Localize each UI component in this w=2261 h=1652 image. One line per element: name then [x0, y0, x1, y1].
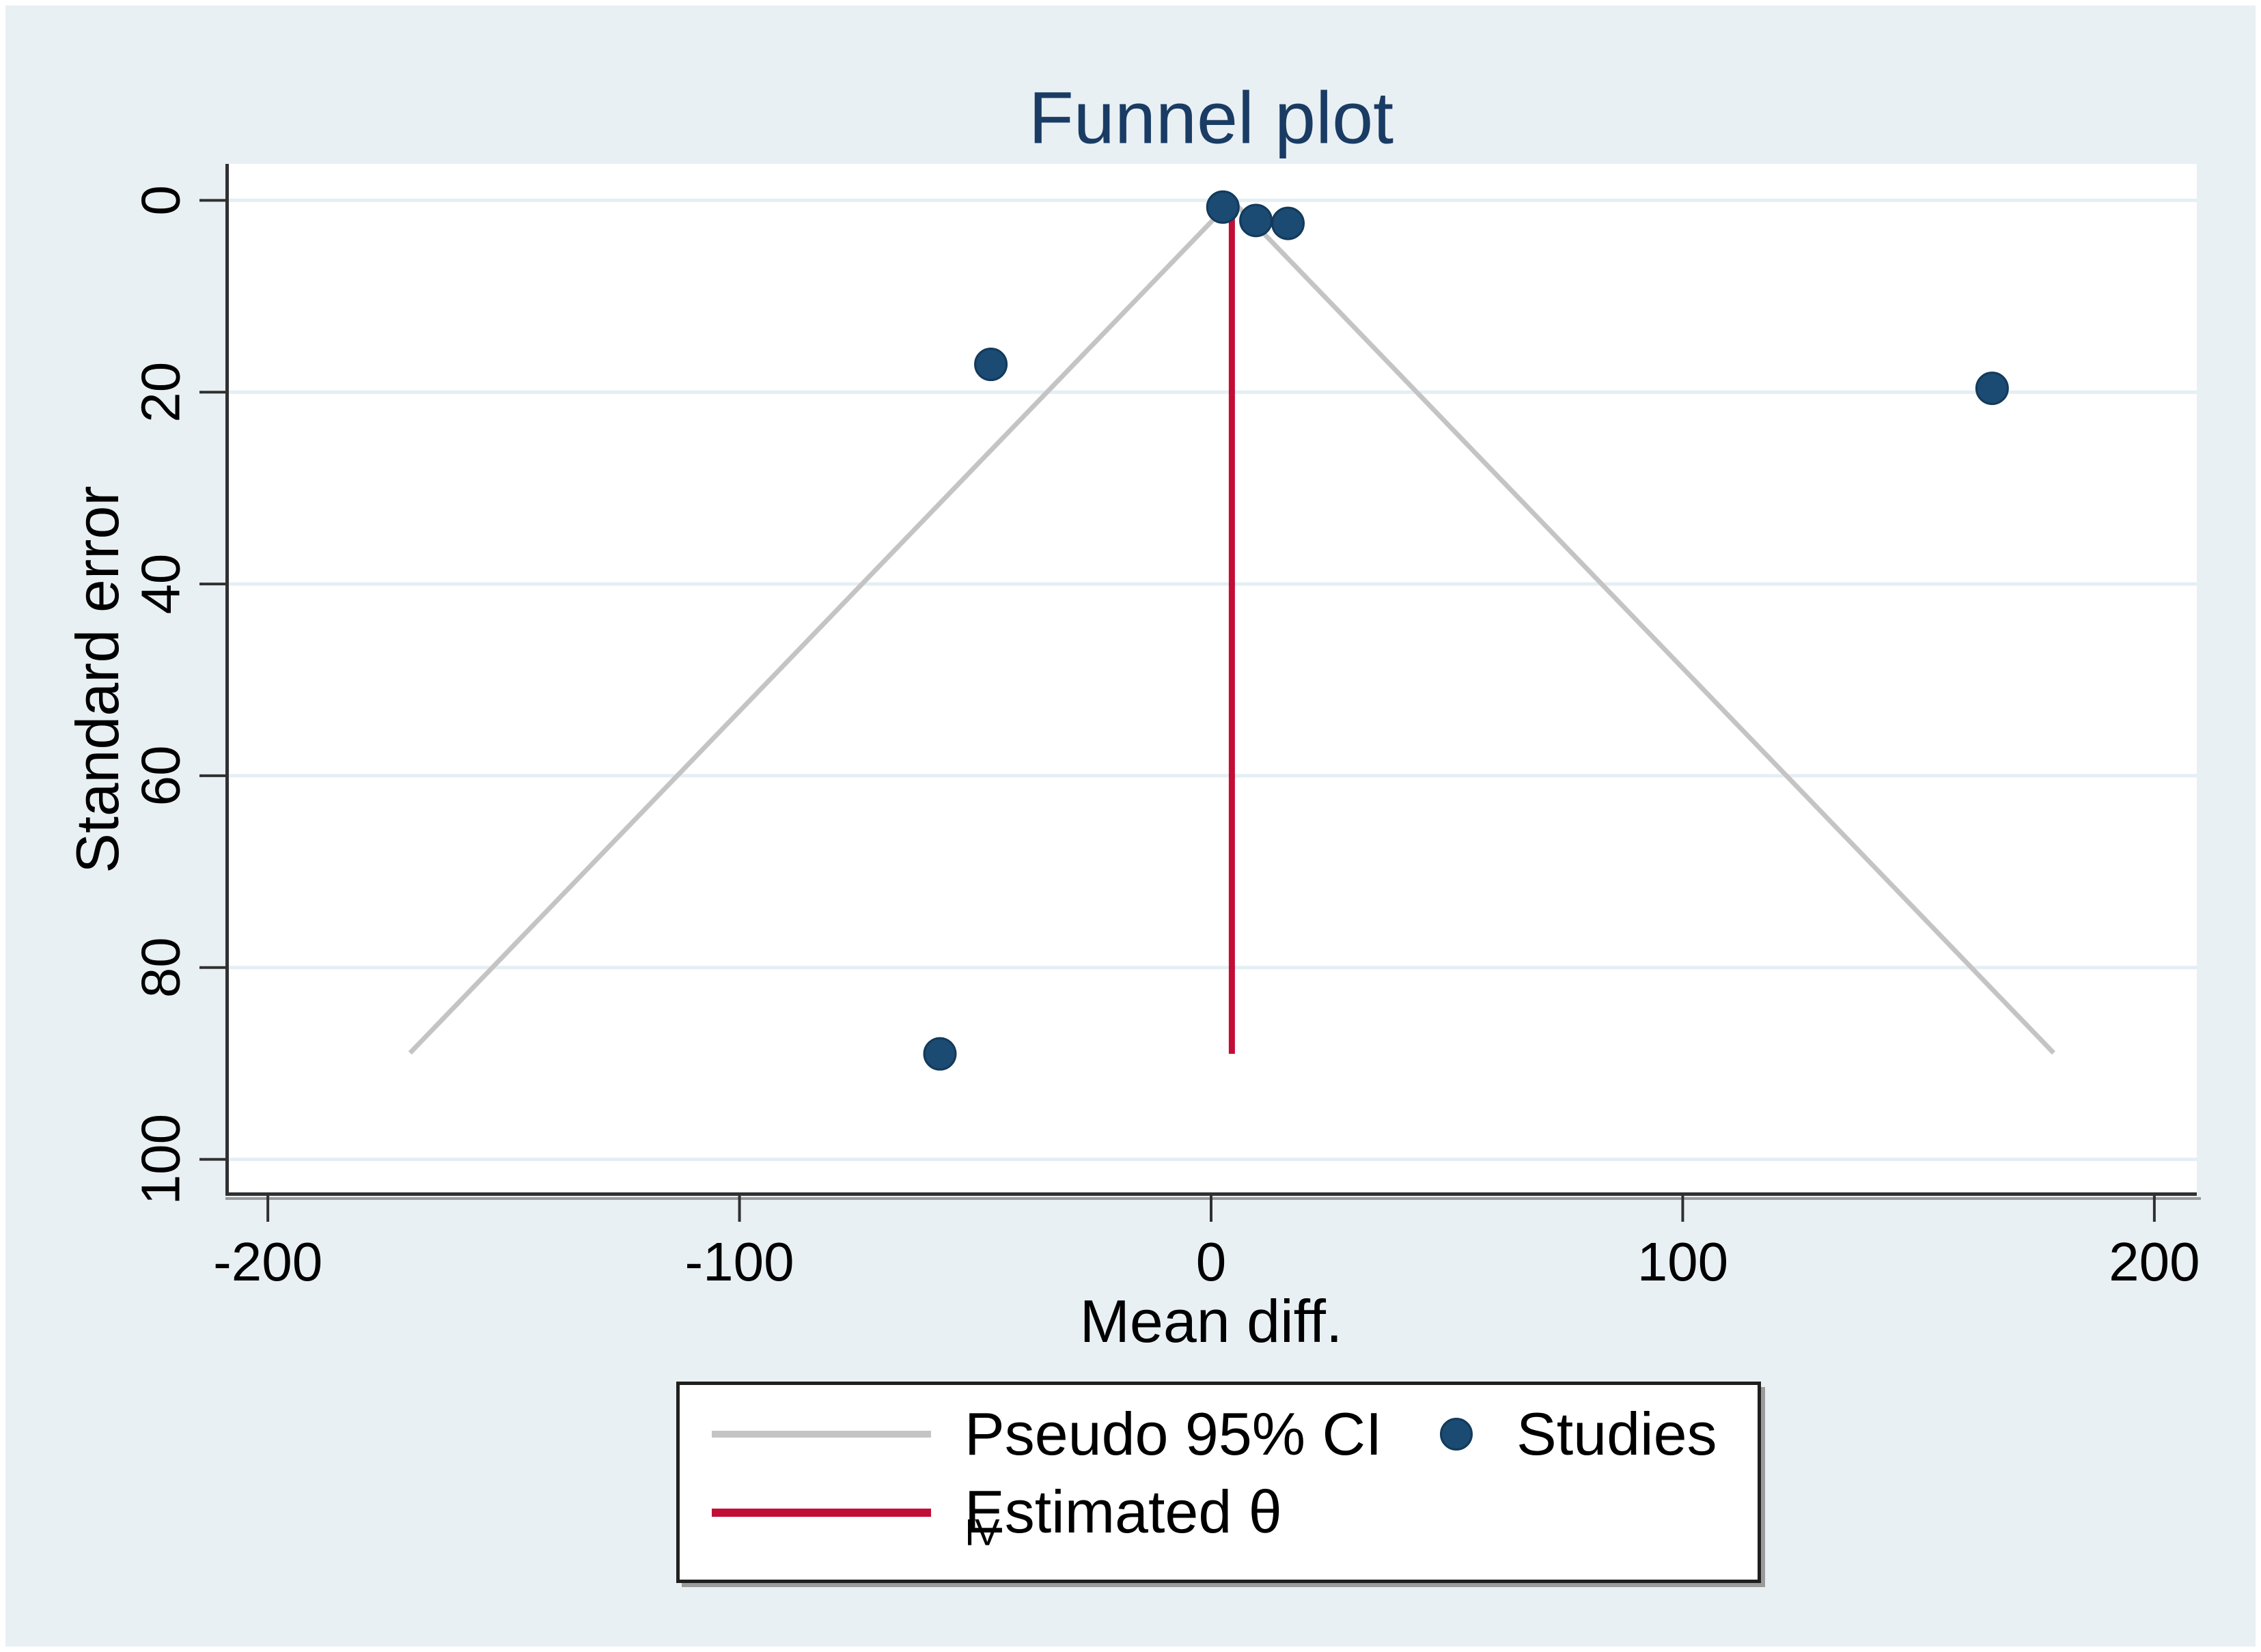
study-point-1 — [1239, 204, 1273, 238]
legend-label-studies: Studies — [1516, 1400, 1717, 1468]
estimate-line-swatch — [712, 1509, 931, 1517]
y-tick-label-20: 20 — [130, 362, 191, 423]
y-tick-label-40: 40 — [130, 554, 191, 615]
study-point-4 — [1975, 372, 2009, 406]
x-tick-label-100: 100 — [1637, 1231, 1728, 1292]
studies-dot-swatch — [1440, 1418, 1473, 1451]
pseudo-ci-left-line — [408, 198, 1234, 1055]
estimate-subscript: IV — [965, 1511, 1000, 1554]
study-point-3 — [974, 347, 1008, 381]
x-tick-label-200: 200 — [2109, 1231, 2200, 1292]
study-point-0 — [1206, 190, 1240, 224]
y-tick-label-0: 0 — [130, 185, 191, 216]
y-tick-label-100: 100 — [130, 1114, 191, 1205]
x-tick-label-0: 0 — [1196, 1231, 1227, 1292]
pseudo-ci-line-swatch — [712, 1431, 931, 1438]
funnel-plot-svg: 0 20 40 60 80 100 -200 -100 0 100 200 — [130, 164, 2201, 1292]
x-axis-title: Mean diff. — [1079, 1287, 1343, 1355]
legend-label-estimate: Estimated θ IV — [965, 1478, 1282, 1554]
y-axis-title: Standard error — [64, 486, 131, 873]
y-tick-label-80: 80 — [130, 937, 191, 998]
pseudo-ci-right-line — [1230, 198, 2055, 1055]
legend-label-pseudo-ci: Pseudo 95% CI — [965, 1400, 1383, 1468]
study-point-2 — [1271, 206, 1305, 240]
plot-area: 0 20 40 60 80 100 -200 -100 0 100 200 — [130, 164, 2201, 1292]
legend-box: Pseudo 95% CI Studies Estimated θ IV — [676, 1382, 1761, 1583]
y-tick-label-60: 60 — [130, 745, 191, 806]
x-tick-label--100: -100 — [685, 1231, 794, 1292]
chart-title: Funnel plot — [1028, 76, 1394, 159]
study-point-5 — [923, 1037, 957, 1071]
x-tick-label--200: -200 — [213, 1231, 322, 1292]
